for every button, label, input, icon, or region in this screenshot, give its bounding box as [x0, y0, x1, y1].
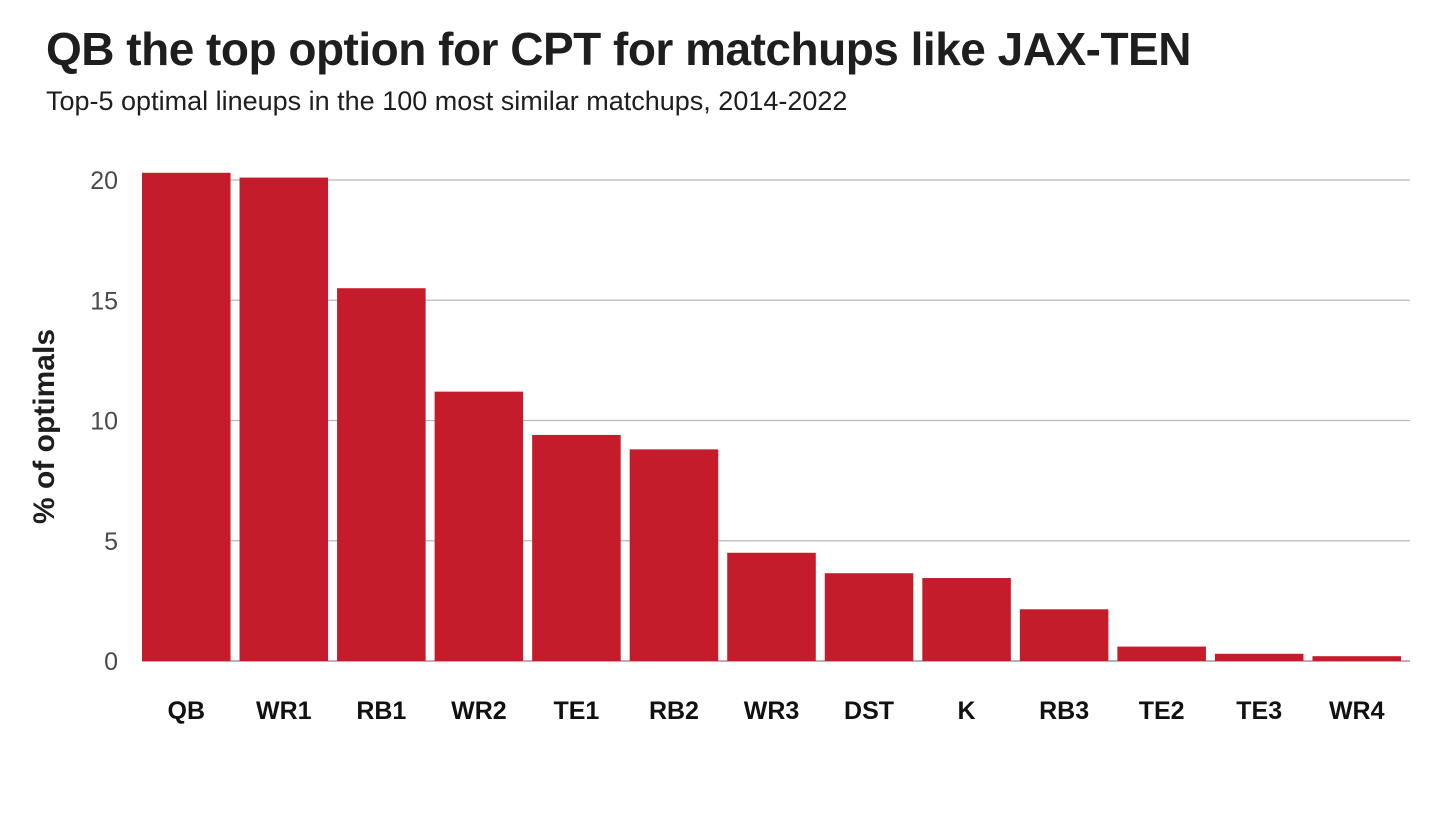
chart-subtitle: Top-5 optimal lineups in the 100 most si…	[46, 86, 848, 116]
bar-wr4	[1312, 656, 1401, 661]
bar-rb1	[337, 288, 426, 661]
bar-te1	[532, 434, 621, 661]
bar-k	[922, 578, 1011, 661]
x-tick-label-wr2: WR2	[451, 697, 507, 725]
y-axis-title: % of optimals	[28, 329, 61, 524]
x-tick-label-te1: TE1	[553, 697, 599, 725]
bar-rb2	[629, 449, 719, 661]
x-tick-label-wr3: WR3	[744, 697, 800, 725]
x-tick-label-rb1: RB1	[356, 697, 406, 725]
bar-qb	[142, 172, 231, 661]
bar-dst	[824, 573, 914, 661]
bar-te2	[1117, 646, 1206, 661]
bar-te3	[1214, 653, 1304, 661]
y-tick-label: 0	[104, 648, 118, 676]
y-tick-label: 20	[90, 167, 118, 195]
bars	[142, 172, 1401, 661]
x-tick-label-dst: DST	[844, 697, 894, 725]
x-tick-label-te3: TE3	[1236, 697, 1282, 725]
y-axis-ticks: 0 5 10 15 20	[90, 167, 118, 676]
x-tick-label-qb: QB	[168, 697, 206, 725]
x-tick-label-rb3: RB3	[1039, 697, 1089, 725]
bar-rb3	[1019, 609, 1109, 661]
x-tick-label-k: K	[958, 697, 976, 725]
bar-wr1	[239, 177, 329, 661]
x-tick-label-te2: TE2	[1139, 697, 1185, 725]
bar-wr2	[434, 391, 524, 661]
y-tick-label: 10	[90, 408, 118, 436]
chart-title: QB the top option for CPT for matchups l…	[46, 23, 1191, 75]
y-tick-label: 15	[90, 287, 118, 315]
bar-wr3	[727, 552, 816, 661]
x-axis-categories: QB WR1 RB1 WR2 TE1 RB2 WR3 DST K RB3 TE2 TE3 WR4	[168, 697, 1385, 725]
x-tick-label-wr1: WR1	[256, 697, 312, 725]
y-tick-label: 5	[104, 528, 118, 556]
x-tick-label-rb2: RB2	[649, 697, 699, 725]
x-tick-label-wr4: WR4	[1329, 697, 1385, 725]
